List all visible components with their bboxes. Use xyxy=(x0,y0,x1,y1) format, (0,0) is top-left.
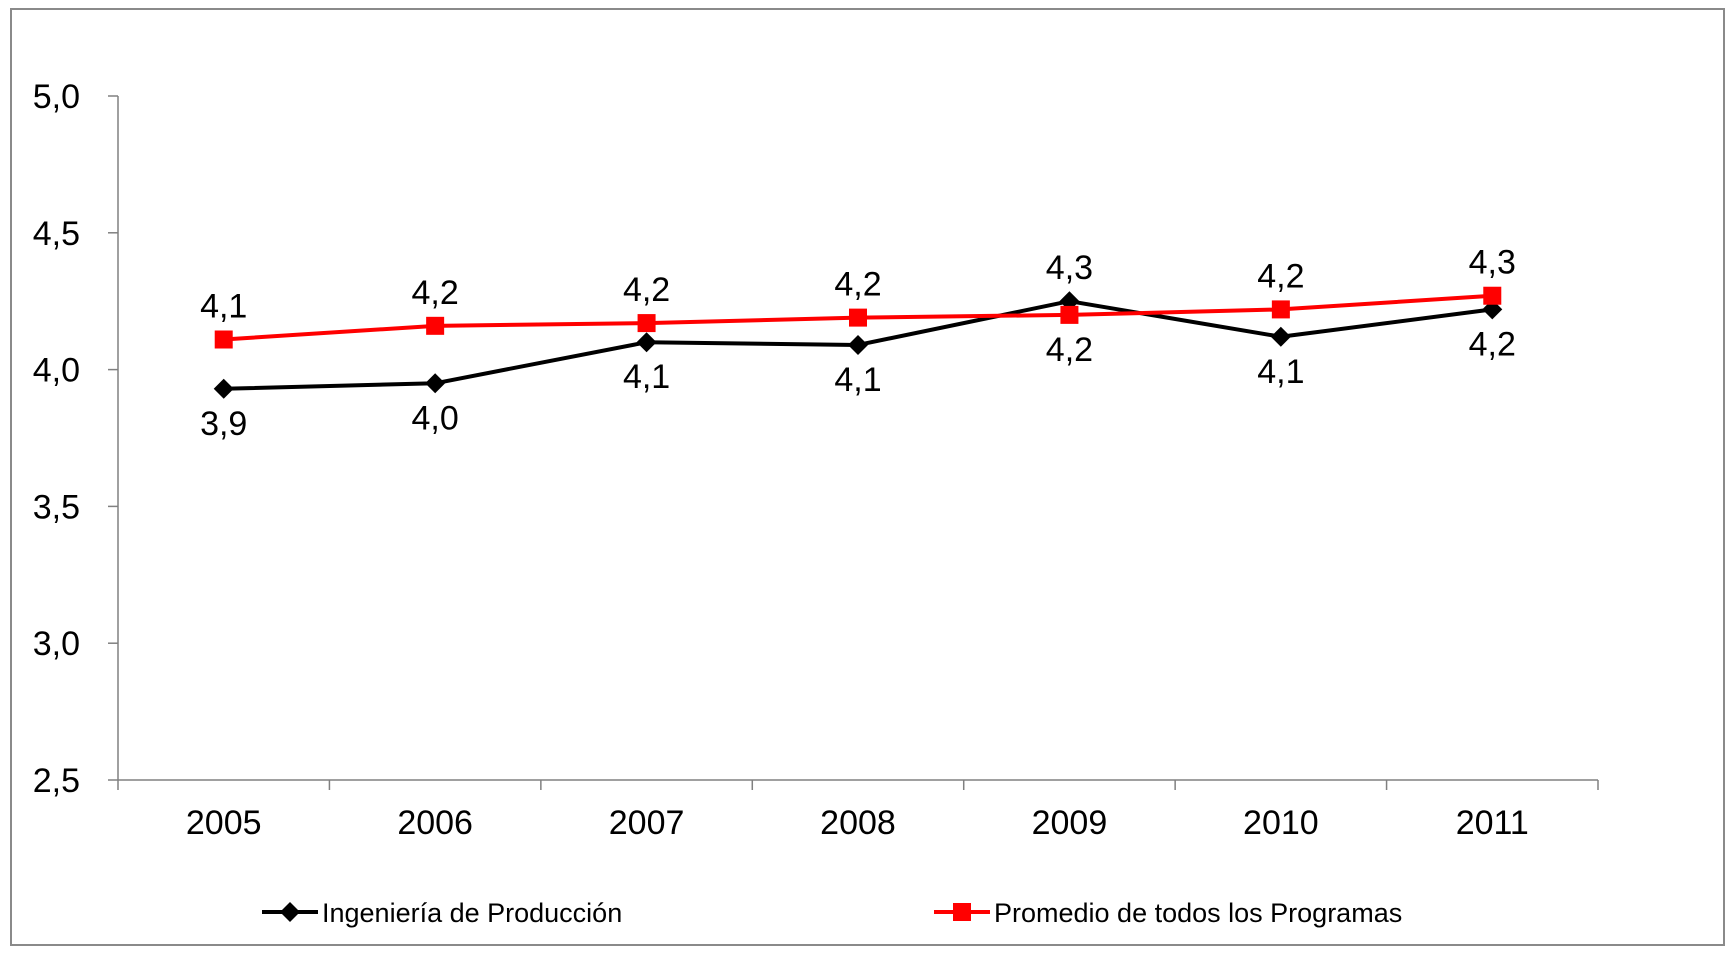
data-label: 4,2 xyxy=(1046,331,1093,369)
x-tick-label: 2009 xyxy=(1032,804,1108,842)
data-point xyxy=(637,314,656,333)
y-tick-label: 2,5 xyxy=(33,762,80,800)
data-label: 3,9 xyxy=(200,405,247,443)
data-labels: 3,9 4,1 4,0 4,2 4,1 4,2 4,1 4,2 4,3 4,2 4,1 4,2 4,2 4… xyxy=(200,244,1516,443)
chart-frame xyxy=(10,8,1725,946)
data-label: 4,2 xyxy=(412,274,459,312)
y-tick-label: 3,5 xyxy=(33,488,80,526)
data-point xyxy=(636,332,657,353)
series-layer xyxy=(213,286,1503,399)
data-point xyxy=(1271,300,1290,319)
data-label: 4,1 xyxy=(834,361,881,399)
data-point xyxy=(213,378,234,399)
axes: 2,5 3,0 3,5 4,0 4,5 5,0 2005 2006 2007 2008 2009 20… xyxy=(33,78,1599,842)
x-tick-label: 2010 xyxy=(1243,804,1319,842)
data-label: 4,1 xyxy=(623,358,670,396)
y-tick-label: 5,0 xyxy=(33,78,80,116)
legend-marker xyxy=(953,903,971,921)
data-point xyxy=(214,330,233,349)
y-tick-label: 3,0 xyxy=(33,625,80,663)
data-point xyxy=(1270,326,1291,347)
data-label: 4,1 xyxy=(200,288,247,326)
x-tick-label: 2005 xyxy=(186,804,262,842)
x-tick-label: 2008 xyxy=(820,804,896,842)
data-label: 4,2 xyxy=(1469,325,1516,363)
y-tick-label: 4,5 xyxy=(33,215,80,253)
x-tick-label: 2006 xyxy=(397,804,473,842)
data-label: 4,2 xyxy=(834,266,881,304)
data-point xyxy=(426,316,445,335)
legend-label: Promedio de todos los Programas xyxy=(994,898,1402,928)
legend-marker xyxy=(280,902,300,922)
x-tick-label: 2011 xyxy=(1456,804,1529,842)
data-label: 4,2 xyxy=(1257,257,1304,295)
x-tick-label: 2007 xyxy=(609,804,685,842)
data-label: 4,0 xyxy=(412,399,459,437)
data-label: 4,3 xyxy=(1046,249,1093,287)
data-point xyxy=(848,334,868,355)
y-tick-label: 4,0 xyxy=(33,352,80,390)
data-label: 4,3 xyxy=(1469,244,1516,282)
data-point xyxy=(1483,286,1502,305)
legend: Ingeniería de Producción Promedio de todo… xyxy=(262,898,1402,928)
data-point xyxy=(425,373,446,394)
data-label: 4,2 xyxy=(623,271,670,309)
data-point xyxy=(849,308,867,327)
data-label: 4,1 xyxy=(1257,353,1304,391)
legend-label: Ingeniería de Producción xyxy=(322,898,622,928)
data-point xyxy=(1060,305,1079,324)
